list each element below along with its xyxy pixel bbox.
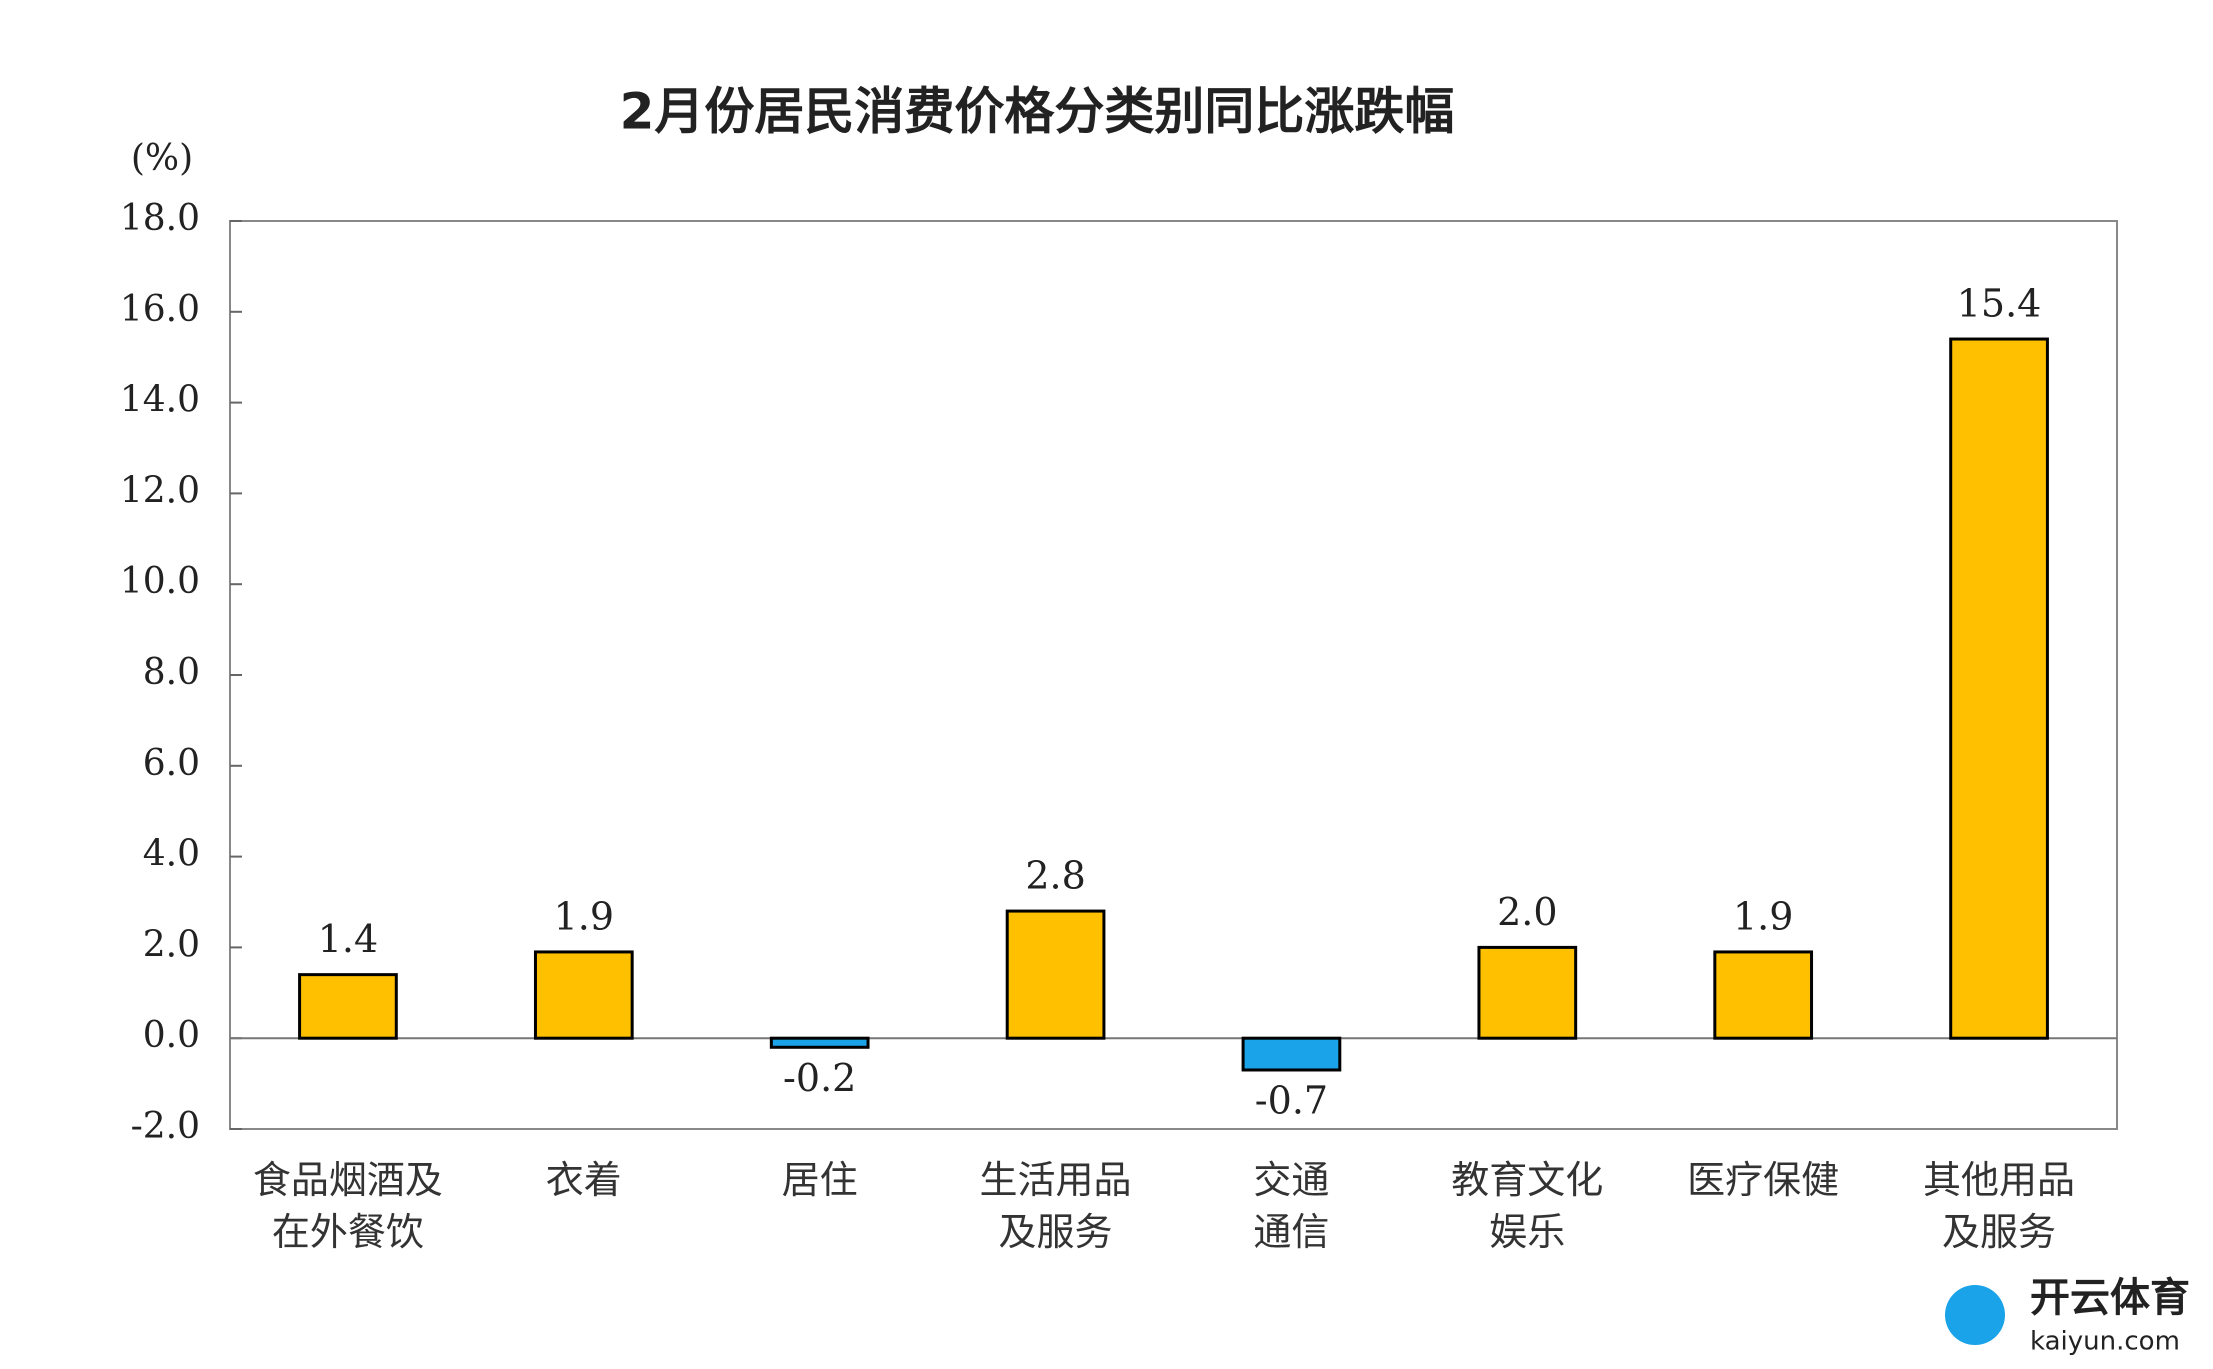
bar (1477, 945, 1578, 1040)
y-tick-label: 12.0 (120, 470, 200, 511)
y-tick-label: 8.0 (143, 652, 200, 693)
value-label: 2.8 (1025, 854, 1085, 898)
x-tick-label: 教育文化娱乐 (1451, 1158, 1603, 1254)
x-tick-label: 衣着 (546, 1158, 622, 1202)
y-tick-label: 10.0 (120, 561, 200, 602)
plot-frame (229, 220, 2118, 1130)
watermark-url: kaiyun.com (2030, 1327, 2180, 1357)
y-axis-label: (%) (131, 138, 193, 179)
bar (1949, 337, 2049, 1040)
value-label: 15.4 (1957, 282, 2042, 326)
y-tick-label: 4.0 (143, 834, 200, 875)
x-tick-label: 其他用品及服务 (1923, 1158, 2075, 1254)
y-tick-label: 14.0 (120, 380, 200, 421)
y-tick-label: 6.0 (143, 743, 200, 784)
bar (1005, 909, 1106, 1040)
bar (298, 973, 398, 1040)
watermark: 开云体育 kaiyun.com (1945, 1275, 2190, 1357)
x-tick-label: 居住 (782, 1158, 858, 1202)
value-label: -0.7 (1255, 1078, 1328, 1122)
value-label: 2.0 (1497, 890, 1557, 934)
y-tick-label: 16.0 (120, 289, 200, 330)
bar (769, 1036, 870, 1049)
y-tick-label: 18.0 (120, 198, 200, 239)
y-tick-label: 0.0 (143, 1015, 200, 1056)
y-tick-label: 2.0 (143, 924, 200, 965)
x-tick-label: 生活用品及服务 (980, 1158, 1132, 1254)
bar (1713, 950, 1814, 1040)
x-tick-label: 交通通信 (1253, 1158, 1329, 1254)
x-tick-label: 食品烟酒及在外餐饮 (253, 1158, 443, 1254)
bar (533, 950, 634, 1040)
value-label: 1.4 (318, 917, 378, 961)
chart-title: 2月份居民消费价格分类别同比涨跌幅 (620, 83, 1455, 141)
x-tick-label: 医疗保健 (1687, 1158, 1839, 1202)
value-label: -0.2 (783, 1056, 856, 1100)
y-tick-label: -2.0 (131, 1106, 200, 1147)
watermark-brand: 开云体育 (2030, 1275, 2190, 1321)
watermark-logo (1945, 1285, 2005, 1345)
value-label: 1.9 (1733, 894, 1793, 938)
bar (1241, 1036, 1342, 1072)
value-label: 1.9 (554, 894, 614, 938)
